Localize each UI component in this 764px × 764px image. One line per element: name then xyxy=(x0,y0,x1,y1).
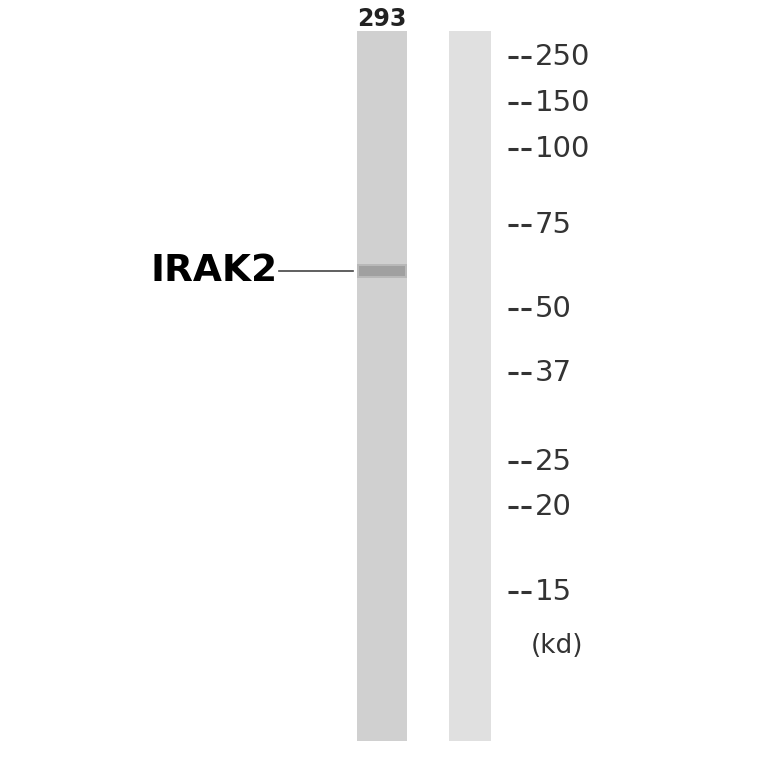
Text: 293: 293 xyxy=(358,7,406,31)
Text: 50: 50 xyxy=(535,296,571,323)
Bar xyxy=(358,264,407,278)
Text: 75: 75 xyxy=(535,212,571,239)
Text: 20: 20 xyxy=(535,493,571,520)
Text: (kd): (kd) xyxy=(531,633,584,659)
Bar xyxy=(449,31,491,741)
Text: 150: 150 xyxy=(535,89,591,117)
Text: 100: 100 xyxy=(535,135,590,163)
Text: IRAK2: IRAK2 xyxy=(151,253,277,290)
Text: 37: 37 xyxy=(535,359,572,387)
Text: 25: 25 xyxy=(535,448,571,476)
Text: 15: 15 xyxy=(535,578,572,606)
Text: 250: 250 xyxy=(535,44,590,71)
Bar xyxy=(358,31,407,741)
Bar xyxy=(359,267,405,276)
